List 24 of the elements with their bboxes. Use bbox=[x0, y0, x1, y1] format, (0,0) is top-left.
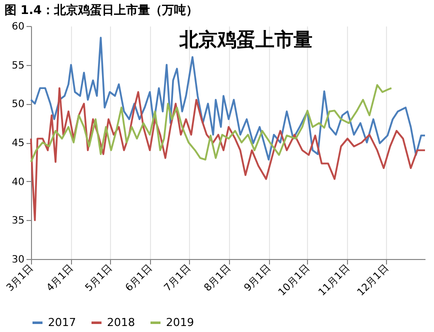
y-tick-label: 60 bbox=[12, 22, 24, 32]
x-tick-label: 10月1日 bbox=[276, 262, 312, 298]
y-tick-label: 40 bbox=[12, 176, 24, 188]
y-tick-label: 55 bbox=[12, 60, 24, 72]
x-tick-label: 4月1日 bbox=[44, 262, 76, 294]
x-tick-label: 7月1日 bbox=[162, 262, 194, 294]
y-tick-label: 30 bbox=[12, 254, 24, 266]
annotation: 北京鸡蛋上市量 bbox=[178, 29, 312, 51]
x-tick-label: 5月1日 bbox=[84, 262, 115, 294]
line-series bbox=[30, 84, 392, 163]
x-tick-label: 3月1日 bbox=[4, 262, 36, 294]
y-tick-label: 45 bbox=[12, 138, 24, 149]
x-tick-label: 9月1日 bbox=[242, 262, 274, 294]
legend-label: 2017 bbox=[48, 316, 76, 329]
chart-title: 图 1.4：北京鸡蛋日上市量（万吨） bbox=[4, 3, 198, 17]
x-tick-label: 8月1日 bbox=[202, 262, 234, 294]
x-tick-label: 12月1日 bbox=[356, 262, 391, 298]
y-tick-label: 35 bbox=[12, 216, 24, 227]
x-tick-label: 6月1日 bbox=[124, 262, 155, 294]
legend-label: 2019 bbox=[166, 316, 194, 329]
line-series bbox=[30, 87, 426, 222]
legend-label: 2018 bbox=[107, 316, 135, 329]
x-tick-label: 11月1日 bbox=[316, 262, 352, 298]
y-tick-label: 50 bbox=[12, 99, 24, 110]
